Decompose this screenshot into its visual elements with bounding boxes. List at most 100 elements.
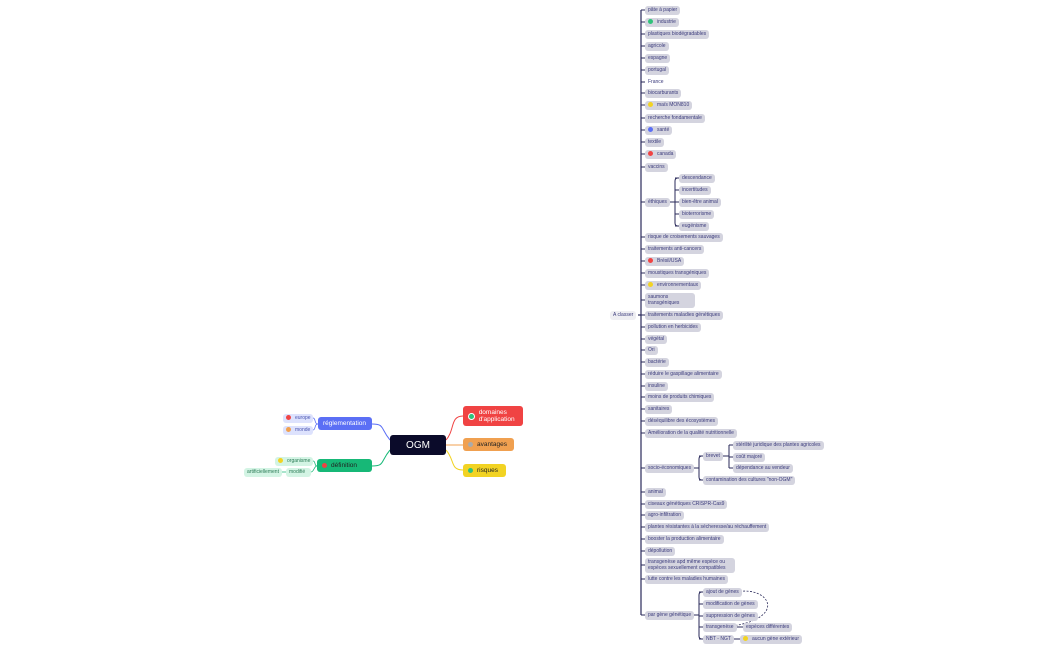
node-organisme[interactable]: organisme: [275, 457, 313, 466]
node-label: canada: [657, 150, 674, 157]
node-incertitudes[interactable]: incertitudes: [679, 185, 711, 195]
node-d-s-quilibre-des-cosyst-mes[interactable]: déséquilibre des écosystèmes: [645, 416, 718, 426]
node-pollution-en-herbicides[interactable]: pollution en herbicides: [645, 322, 701, 332]
central-node-ogm[interactable]: OGM: [390, 435, 446, 455]
status-circle-icon: [648, 18, 653, 24]
node-descendance[interactable]: descendance: [679, 173, 715, 183]
node-espagne[interactable]: espagne: [645, 53, 671, 63]
node-aucun-g-ne-ext-rieur[interactable]: aucun gène extérieur: [740, 634, 802, 644]
branch-risques[interactable]: risques: [463, 464, 506, 477]
node-europe[interactable]: europe: [283, 414, 313, 423]
node-label: NBT - NGT: [706, 635, 731, 642]
node-v-g-tal[interactable]: végétal: [645, 334, 668, 344]
node-traitements-maladies-g-n-tiques[interactable]: traitements maladies génétiques: [645, 310, 723, 320]
node-label: europe: [295, 415, 311, 421]
node-par-g-ne-g-n-tique[interactable]: par gène génétique: [645, 610, 695, 620]
node-plantes-r-sistantes-la-s-cheresse-au-r-chauffement[interactable]: plantes résistantes à la sécheresse/au r…: [645, 522, 770, 532]
node-modifie[interactable]: modifié: [286, 468, 311, 477]
node-label: agricole: [648, 42, 666, 49]
node-st-rilit-juridique-des-plantes-agricoles[interactable]: stérilité juridique des plantes agricole…: [733, 440, 824, 450]
node-label: ajout de gènes: [706, 588, 739, 595]
node-ciseaux-g-n-tiques-crispr-cas9[interactable]: ciseaux génétiques CRISPR-Cas9: [645, 499, 728, 509]
node-socio-conomiques[interactable]: socio-économiques: [645, 463, 695, 473]
node-esp-ces-diff-rentes[interactable]: espèces différentes: [743, 622, 793, 632]
node-label: agro-infiltration: [648, 511, 682, 518]
node-eug-nisme[interactable]: eugénisme: [679, 221, 710, 231]
node-label: environnementaux: [657, 281, 699, 288]
node-contamination-des-cultures-non-ogm[interactable]: contamination des cultures "non-OGM": [703, 475, 796, 485]
node-transgen-se-apd-m-me-esp-ce-ou-esp-ces-sexuellement-compatibles[interactable]: transgenèse apd même espèce ou espèces s…: [645, 557, 735, 573]
orange-circle-icon: [286, 427, 291, 432]
node-biocarburants[interactable]: biocarburants: [645, 88, 682, 98]
node-insuline[interactable]: insuline: [645, 381, 668, 391]
node-label: réduire le gaspillage alimentaire: [648, 370, 719, 377]
node-recherche-fondamentale[interactable]: recherche fondamentale: [645, 113, 705, 123]
node-ma-s-mon810[interactable]: maïs MON810: [645, 100, 693, 110]
node-booster-la-production-alimentaire[interactable]: booster la production alimentaire: [645, 534, 724, 544]
node-risque-de-croisements-sauvages[interactable]: risque de croisements sauvages: [645, 232, 723, 242]
node-label: espèces différentes: [746, 623, 790, 630]
branch-domaines[interactable]: domaines d'application: [463, 406, 523, 426]
node-agro-infiltration[interactable]: agro-infiltration: [645, 510, 685, 520]
status-circle-icon: [648, 101, 653, 107]
node-nbt-ngt[interactable]: NBT - NGT: [703, 634, 734, 644]
node-ori[interactable]: Ori: [645, 345, 658, 355]
node-bact-rie[interactable]: bactérie: [645, 357, 669, 367]
node-textile[interactable]: textile: [645, 137, 665, 147]
node-d-pendance-au-vendeur[interactable]: dépendance au vendeur: [733, 463, 793, 473]
node-vaccins[interactable]: vaccins: [645, 162, 668, 172]
node-co-t-major[interactable]: coût majoré: [733, 452, 766, 462]
node-sanitaires[interactable]: sanitaires: [645, 404, 673, 414]
node-saumons-transg-niques[interactable]: saumons transgéniques: [645, 292, 695, 308]
node-label: santé: [657, 126, 670, 133]
node-label: brevet: [706, 452, 720, 459]
node-label: traitements anti-cancers: [648, 245, 702, 252]
node-industrie[interactable]: industrie: [645, 17, 679, 27]
node-traitements-anti-cancers[interactable]: traitements anti-cancers: [645, 244, 705, 254]
node-monde[interactable]: monde: [283, 426, 313, 435]
node-label: dépollution: [648, 547, 673, 554]
red-circle-icon: [322, 463, 327, 468]
node-d-pollution[interactable]: dépollution: [645, 546, 676, 556]
node-moins-de-produits-chimiques[interactable]: moins de produits chimiques: [645, 392, 715, 402]
node-sant[interactable]: santé: [645, 125, 673, 135]
node-portugal[interactable]: portugal: [645, 65, 670, 75]
node-lutte-contre-les-maladies-humaines[interactable]: lutte contre les maladies humaines: [645, 574, 728, 584]
branch-label: réglementation: [323, 420, 366, 427]
node-suppression-de-g-nes[interactable]: suppression de gènes: [703, 611, 758, 621]
node-ajout-de-g-nes[interactable]: ajout de gènes: [703, 587, 742, 597]
node-am-lioration-de-la-qualit-nutritionnelle[interactable]: Amélioration de la qualité nutritionnell…: [645, 428, 737, 438]
node-transgen-se[interactable]: transgenèse: [703, 622, 737, 632]
branch-avantages[interactable]: avantages: [463, 438, 514, 451]
branch-reglementation[interactable]: réglementation: [318, 417, 372, 430]
node-label: animal: [648, 488, 663, 495]
node-r-duire-le-gaspillage-alimentaire[interactable]: réduire le gaspillage alimentaire: [645, 369, 722, 379]
node-animal[interactable]: animal: [645, 487, 666, 497]
node-p-te-papier[interactable]: pâte à papier: [645, 5, 681, 15]
node-label: aucun gène extérieur: [752, 635, 799, 642]
node-label: plastiques biodégradables: [648, 30, 707, 37]
node-label: contamination des cultures "non-OGM": [706, 476, 793, 483]
branch-label: risques: [477, 467, 498, 474]
node-bien-tre-animal[interactable]: bien-être animal: [679, 197, 721, 207]
node-agricole[interactable]: agricole: [645, 41, 669, 51]
node-thiques[interactable]: éthiques: [645, 197, 670, 207]
green-circle-icon: [468, 468, 473, 473]
branch-definition[interactable]: définition: [317, 459, 372, 472]
node-brevet[interactable]: brevet: [703, 451, 723, 461]
node-plastiques-biod-gradables[interactable]: plastiques biodégradables: [645, 29, 710, 39]
node-label: éthiques: [648, 198, 667, 205]
red-circle-icon: [286, 415, 291, 420]
node-canada[interactable]: canada: [645, 149, 677, 159]
node-moustiques-transg-niques[interactable]: moustiques transgéniques: [645, 268, 710, 278]
node-a-classer[interactable]: A classer: [610, 311, 637, 320]
node-modification-de-g-nes[interactable]: modification de gènes: [703, 599, 758, 609]
node-france[interactable]: France: [645, 78, 667, 87]
node-br-sil-usa[interactable]: Brésil/USA: [645, 256, 685, 266]
node-environnementaux[interactable]: environnementaux: [645, 280, 702, 290]
connector-line: [312, 417, 319, 431]
node-artificiellement[interactable]: artificiellement: [244, 468, 282, 477]
node-label: eugénisme: [682, 222, 707, 229]
status-circle-icon: [648, 281, 653, 287]
node-bioterrorisme[interactable]: bioterrorisme: [679, 209, 715, 219]
